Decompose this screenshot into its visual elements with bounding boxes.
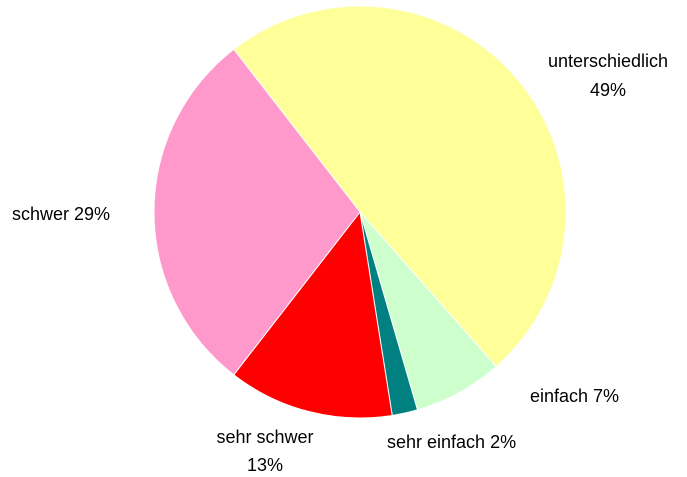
slice-label: schwer [12,204,69,224]
slice-label: unterschiedlich [548,51,668,71]
slice-label: einfach [530,386,588,406]
slice-label-group: schwer 29% [12,204,110,224]
value-label: 49% [590,80,626,100]
value-label: 13% [247,455,283,475]
pie-slice [233,5,567,368]
slice-label-group: sehr einfach 2% [387,432,516,452]
slice-label: sehr einfach [387,432,485,452]
value-label: 29% [74,204,110,224]
slice-label-group: einfach 7% [530,386,619,406]
pie-slice [233,210,393,419]
pie-slice [153,48,361,376]
value-label: 7% [593,386,619,406]
slice-label: sehr schwer [216,427,313,447]
value-label: 2% [490,432,516,452]
